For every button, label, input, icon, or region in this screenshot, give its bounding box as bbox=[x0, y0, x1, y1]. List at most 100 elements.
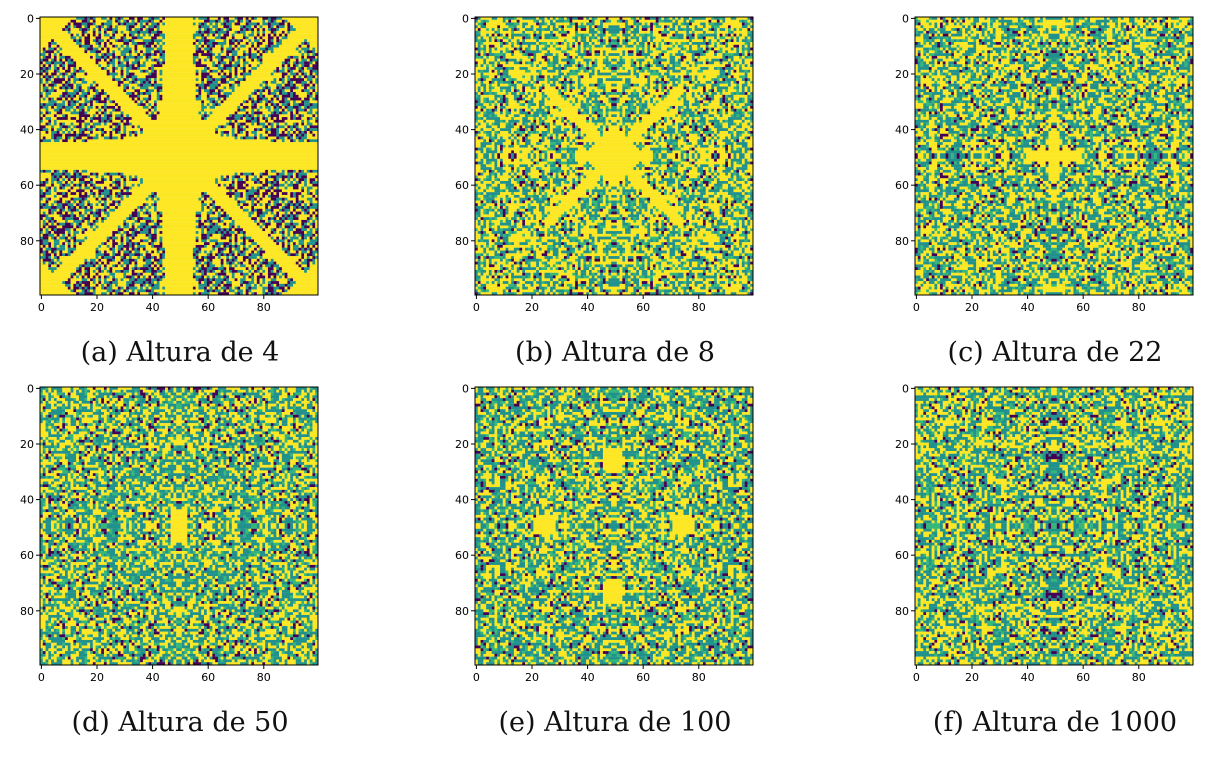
heatmap-cell bbox=[256, 67, 277, 70]
heatmap-cell bbox=[298, 206, 302, 209]
heatmap-cell bbox=[95, 203, 99, 207]
heatmap-cell bbox=[95, 111, 99, 115]
heatmap-cell bbox=[137, 36, 144, 40]
heatmap-cell bbox=[59, 55, 66, 59]
heatmap-cell bbox=[84, 208, 93, 212]
heatmap-cell bbox=[156, 25, 160, 29]
heatmap-cell bbox=[117, 194, 121, 198]
heatmap-cell bbox=[301, 189, 305, 193]
heatmap-cell bbox=[276, 139, 283, 143]
heatmap-cell bbox=[298, 75, 302, 79]
heatmap-cell bbox=[265, 206, 269, 209]
heatmap-cell bbox=[220, 256, 227, 260]
heatmap-cell bbox=[242, 19, 246, 23]
heatmap-cell bbox=[65, 55, 71, 59]
heatmap-cell bbox=[204, 58, 207, 62]
heatmap-cell bbox=[279, 92, 283, 95]
heatmap-cell bbox=[51, 169, 55, 173]
heatmap-cell bbox=[84, 289, 88, 293]
heatmap-cell bbox=[53, 189, 57, 193]
heatmap-cell bbox=[67, 242, 71, 246]
heatmap-cell bbox=[53, 219, 57, 223]
heatmap-cell bbox=[223, 89, 232, 93]
heatmap-cell bbox=[95, 286, 102, 290]
heatmap-cell bbox=[120, 19, 124, 23]
heatmap-cell bbox=[279, 69, 285, 73]
heatmap-cell bbox=[151, 225, 157, 229]
heatmap-cell bbox=[148, 25, 155, 29]
heatmap-cell bbox=[295, 100, 302, 104]
heatmap-cell bbox=[195, 94, 199, 98]
heatmap-cell bbox=[209, 214, 219, 218]
heatmap-cell bbox=[248, 247, 255, 251]
heatmap-cell bbox=[270, 130, 277, 134]
heatmap-cell bbox=[95, 289, 107, 293]
heatmap-cell bbox=[480, 22, 484, 26]
heatmap-cell bbox=[92, 83, 96, 87]
heatmap-cell bbox=[270, 103, 274, 107]
heatmap-cell bbox=[215, 130, 219, 134]
heatmap-cell bbox=[265, 136, 269, 140]
heatmap-cell bbox=[145, 61, 157, 65]
heatmap-cell bbox=[42, 206, 52, 209]
heatmap-cell bbox=[51, 203, 55, 207]
heatmap-cell bbox=[722, 22, 743, 26]
heatmap-cell bbox=[306, 231, 313, 234]
heatmap-cell bbox=[195, 239, 199, 243]
heatmap-cell bbox=[245, 242, 252, 246]
heatmap-cell bbox=[123, 253, 130, 257]
heatmap-cell bbox=[220, 69, 224, 73]
heatmap-cell bbox=[123, 264, 127, 268]
heatmap-cell bbox=[204, 80, 207, 84]
heatmap-cell bbox=[151, 269, 157, 273]
heatmap-cell bbox=[256, 261, 260, 265]
heatmap-cell bbox=[281, 139, 285, 143]
heatmap-cell bbox=[198, 53, 202, 57]
heatmap-cell bbox=[301, 64, 305, 68]
heatmap-cell bbox=[312, 92, 316, 95]
heatmap-cell bbox=[284, 225, 291, 229]
heatmap-cell bbox=[256, 44, 260, 48]
heatmap-cell bbox=[220, 264, 224, 268]
heatmap-cell bbox=[48, 219, 52, 223]
heatmap-cell bbox=[40, 242, 43, 246]
heatmap-cell bbox=[195, 89, 199, 93]
heatmap-cell bbox=[67, 78, 71, 82]
heatmap-cell bbox=[309, 181, 313, 184]
heatmap-cell bbox=[229, 28, 232, 32]
heatmap-cell bbox=[265, 117, 269, 121]
heatmap-cell bbox=[204, 258, 207, 262]
heatmap-cell bbox=[151, 264, 155, 268]
heatmap-cell bbox=[90, 206, 93, 209]
heatmap-cell bbox=[237, 183, 244, 187]
heatmap-cell bbox=[259, 192, 263, 196]
heatmap-cell bbox=[40, 194, 46, 198]
heatmap-cell bbox=[295, 172, 299, 176]
heatmap-cell bbox=[284, 80, 288, 84]
heatmap-cell bbox=[137, 244, 146, 248]
heatmap-cell bbox=[206, 28, 210, 32]
heatmap-cell bbox=[128, 222, 132, 226]
heatmap-cell bbox=[226, 256, 230, 260]
heatmap-cell bbox=[112, 69, 116, 73]
heatmap-cell bbox=[162, 36, 166, 40]
heatmap-cell bbox=[195, 231, 199, 234]
heatmap-cell bbox=[90, 133, 96, 137]
heatmap-cell bbox=[48, 256, 52, 260]
heatmap-cell bbox=[106, 42, 110, 45]
heatmap-cell bbox=[290, 69, 294, 73]
heatmap-cell bbox=[212, 64, 216, 68]
x-tick-label: 40 bbox=[146, 301, 160, 314]
heatmap-cell bbox=[223, 100, 244, 104]
heatmap-cell bbox=[106, 100, 110, 104]
heatmap-cell bbox=[112, 78, 116, 82]
heatmap-cell bbox=[159, 58, 163, 62]
heatmap-cell bbox=[78, 97, 82, 101]
heatmap-cell bbox=[106, 258, 113, 262]
heatmap-cell bbox=[42, 169, 46, 173]
heatmap-cell bbox=[153, 105, 157, 109]
heatmap-cell bbox=[98, 261, 102, 265]
y-tick-label: 40 bbox=[20, 124, 34, 137]
heatmap-cell bbox=[295, 83, 302, 87]
heatmap-cell bbox=[67, 278, 71, 282]
